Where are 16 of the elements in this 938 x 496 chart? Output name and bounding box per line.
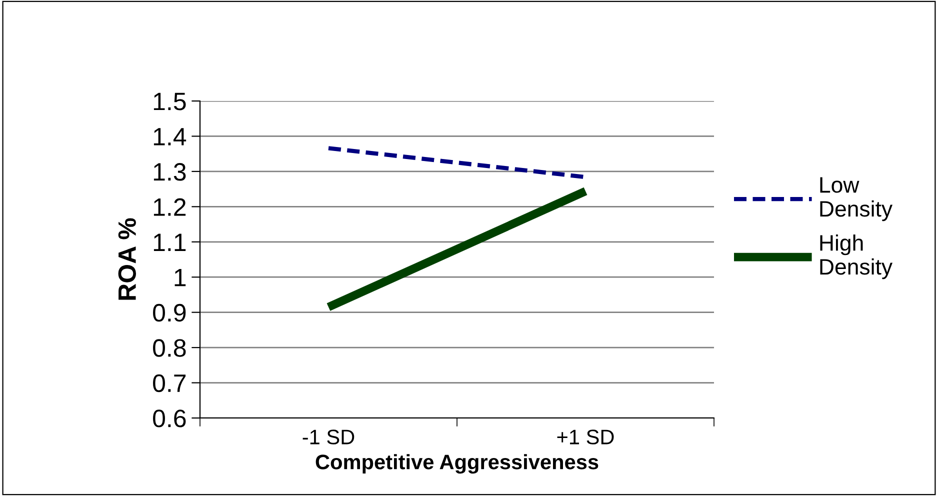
- y-axis-title: ROA %: [118, 218, 136, 300]
- y-tick-label: 0.8: [153, 339, 186, 357]
- y-tick-label: 1.3: [154, 163, 186, 181]
- y-tick-label: 0.6: [153, 410, 186, 428]
- y-tick-label: 1.2: [154, 198, 186, 216]
- x-axis-title: Competitive Aggressiveness: [316, 454, 598, 474]
- legend-label: High Density: [820, 234, 892, 280]
- y-tick-label: 0.7: [153, 374, 186, 392]
- y-tick-label: 1: [174, 268, 186, 286]
- y-tick-label: 1.1: [154, 234, 186, 251]
- y-tick-label: 1.4: [154, 128, 186, 146]
- y-tick-label: 1.5: [154, 92, 186, 110]
- legend-label: Low Density: [820, 177, 892, 222]
- x-tick-label: +1 SD: [557, 430, 614, 444]
- x-tick-label: -1 SD: [302, 430, 354, 444]
- y-tick-label: 0.9: [153, 304, 186, 322]
